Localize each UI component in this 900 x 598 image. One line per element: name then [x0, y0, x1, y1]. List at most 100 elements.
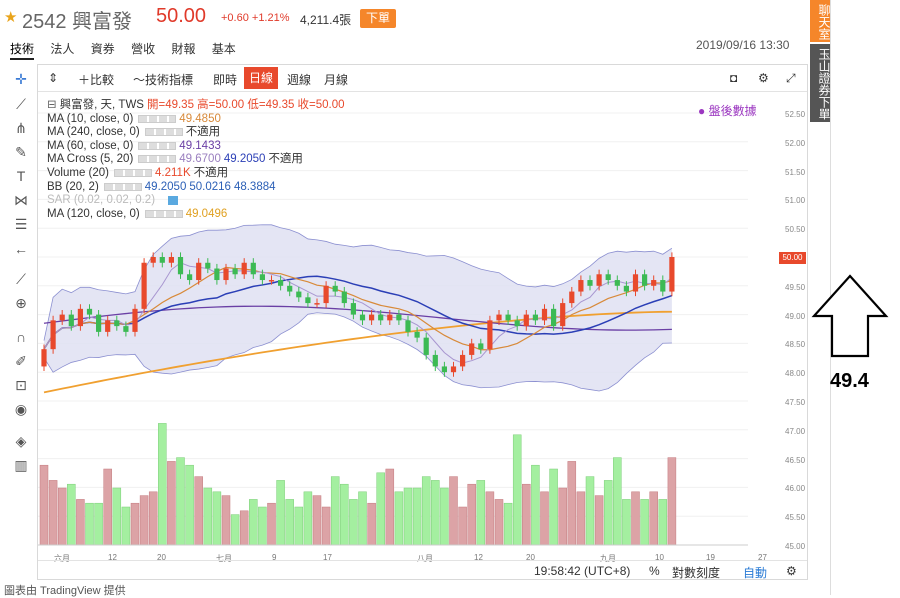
tab-basic[interactable]: 基本 — [211, 42, 236, 56]
legend-ma120: MA (120, close, 0) 49.0496 — [47, 208, 348, 222]
candle-body — [323, 285, 329, 304]
settings-icon[interactable]: ⚙ — [786, 564, 797, 578]
auto-scale-toggle[interactable]: 自動 — [743, 566, 768, 580]
footer-credit: 圖表由 TradingView 提供 — [4, 585, 126, 597]
pattern-icon[interactable]: ⋈ — [14, 192, 28, 208]
legend-ma60-value: 49.1433 — [179, 139, 221, 152]
volume-bar — [312, 495, 322, 546]
interval-daily[interactable]: 日線 — [244, 67, 279, 89]
gear-icon[interactable]: ⚙ — [758, 71, 769, 85]
volume-bar — [330, 476, 340, 546]
text-tool-icon[interactable]: T — [16, 168, 26, 184]
tab-financials[interactable]: 財報 — [171, 42, 196, 56]
x-tick-label: 9 — [272, 553, 277, 562]
candle-body — [141, 262, 147, 309]
legend-controls[interactable] — [138, 114, 177, 123]
legend-controls[interactable] — [114, 168, 153, 177]
candle-body — [387, 314, 393, 321]
volume-bar — [412, 487, 422, 546]
interval-monthly[interactable]: 月線 — [324, 73, 349, 87]
eye-icon[interactable]: ◉ — [14, 401, 28, 417]
tab-technical[interactable]: 技術 — [10, 42, 35, 60]
brush-icon[interactable]: ✎ — [15, 144, 27, 160]
legend-sar-label: SAR (0.02, 0.02, 0.2) — [47, 194, 156, 207]
interval-weekly[interactable]: 週線 — [287, 73, 312, 87]
y-tick-label: 47.50 — [785, 398, 806, 407]
lock-icon[interactable]: ⊡ — [15, 377, 27, 393]
ma20-line — [43, 275, 673, 350]
plus-icon: ＋ — [78, 73, 91, 87]
candle-body — [232, 268, 238, 275]
magnet-icon[interactable]: ∩ — [15, 329, 27, 345]
legend-controls[interactable] — [103, 182, 142, 191]
candle-body — [205, 262, 211, 269]
lock-drawing-icon[interactable]: ✐ — [15, 353, 27, 369]
price-change: +0.60 +1.21% — [221, 12, 290, 24]
favorite-star-icon[interactable]: ★ — [4, 9, 18, 26]
candle-body — [114, 320, 120, 327]
volume-bar — [658, 499, 668, 546]
volume-bar — [558, 487, 567, 546]
trend-line-icon[interactable]: ⟋ — [16, 96, 26, 112]
volume-bar — [294, 506, 304, 546]
indicator-legend: ⊟ 興富發, 天, TWS 開=49.35 高=50.00 低=49.35 收=50… — [47, 99, 348, 221]
candle-body — [59, 314, 65, 321]
volume-bar — [249, 499, 258, 546]
compare-button[interactable]: ＋比較 — [78, 71, 114, 88]
x-tick-label: 九月 — [600, 554, 616, 563]
indicators-button[interactable]: 〜技術指標 — [133, 71, 193, 88]
sar-hidden-icon[interactable] — [168, 195, 179, 205]
volume-bar — [85, 502, 94, 546]
crosshair-icon[interactable]: ✛ — [15, 71, 27, 87]
candle-body — [587, 280, 593, 286]
volume-bar — [48, 480, 58, 546]
volume-bar — [512, 434, 522, 546]
ruler-icon[interactable]: ⟋ — [16, 271, 26, 287]
candle-body — [41, 349, 47, 367]
chart-status-bar: 19:58:42 (UTC+8) % 對數刻度 自動 ⚙ — [38, 560, 807, 580]
tab-margin[interactable]: 資券 — [90, 42, 115, 56]
candle-body — [150, 257, 156, 263]
legend-controls[interactable] — [138, 141, 177, 150]
legend-controls[interactable] — [144, 128, 183, 137]
legend-volume-v1: 4.211K — [155, 166, 191, 179]
legend-controls[interactable] — [138, 155, 177, 164]
up-arrow-icon — [811, 274, 889, 358]
candle-body — [187, 274, 193, 281]
fullscreen-icon[interactable]: ⤢ — [786, 71, 796, 85]
candle-body — [268, 280, 275, 282]
chat-room-tab[interactable]: 聊天室 — [810, 0, 831, 42]
symbol-compare-icon[interactable]: ⇕ — [48, 71, 59, 85]
log-scale-toggle[interactable]: 對數刻度 — [672, 566, 721, 580]
candle-body — [523, 314, 529, 327]
tab-revenue[interactable]: 營收 — [131, 42, 156, 56]
tab-institutional[interactable]: 法人 — [50, 42, 75, 56]
order-button[interactable]: 下單 — [360, 9, 396, 28]
legend-ma240: MA (240, close, 0) 不適用 — [47, 126, 348, 140]
trash-icon[interactable]: ▥ — [14, 457, 28, 473]
back-arrow-icon[interactable]: ← — [14, 241, 28, 257]
y-tick-label: 48.00 — [785, 369, 806, 379]
candle-body — [450, 366, 457, 373]
layers-icon[interactable]: ◈ — [15, 433, 27, 449]
zoom-in-icon[interactable]: ⊕ — [15, 295, 27, 311]
clock: 19:58:42 (UTC+8) — [534, 564, 631, 578]
legend-volume-v2: 不適用 — [193, 166, 229, 179]
broker-order-tab[interactable]: 玉山證券下單 — [810, 44, 831, 122]
volume-bar — [449, 476, 458, 546]
fib-icon[interactable]: ☰ — [14, 216, 28, 232]
price-chart[interactable] — [38, 93, 778, 560]
pitchfork-icon[interactable]: ⋔ — [15, 120, 27, 136]
volume-bar — [549, 468, 558, 546]
volume-bar — [622, 499, 631, 546]
chart-toolbar: ⇕ ＋比較 〜技術指標 即時 日線 週線 月線 ◘ ⚙ ⤢ — [38, 65, 807, 92]
price-axis[interactable]: 52.50 52.00 51.50 51.00 50.50 50.00 49.50 49.00… — [778, 93, 808, 551]
percent-scale-toggle[interactable]: % — [649, 564, 660, 578]
collapse-icon[interactable]: ⊟ — [47, 99, 57, 111]
camera-icon[interactable]: ◘ — [730, 71, 738, 85]
legend-controls[interactable] — [144, 209, 183, 218]
interval-realtime[interactable]: 即時 — [213, 73, 238, 87]
volume-bar — [158, 423, 167, 546]
ma5-line — [43, 262, 673, 364]
y-tick-label: 50.50 — [785, 225, 806, 235]
